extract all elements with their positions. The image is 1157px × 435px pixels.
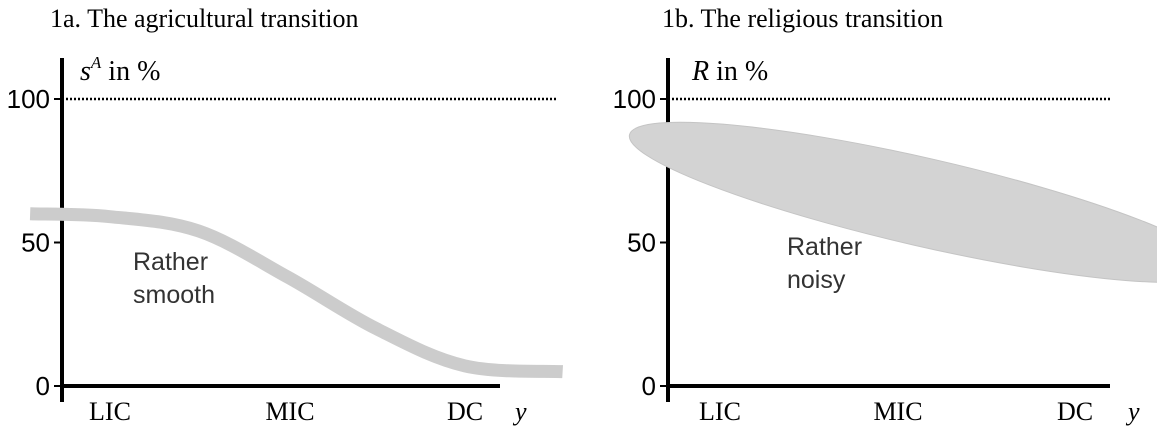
chart-title: 1a. The agricultural transition — [50, 4, 359, 33]
y-tick-label: 100 — [613, 84, 656, 114]
annotation-line-1: Rather — [787, 233, 862, 261]
x-tick-label: DC — [447, 397, 483, 426]
y-axis-label: R in % — [691, 56, 768, 87]
annotation-line-2: noisy — [787, 266, 846, 294]
x-tick-labels: LIC MIC DC — [89, 397, 483, 426]
x-axis-label: y — [512, 397, 527, 426]
x-tick-label: LIC — [89, 397, 131, 426]
chart-title: 1b. The religious transition — [662, 4, 943, 33]
y-tick-label: 0 — [36, 371, 50, 401]
annotation-line-1: Rather — [133, 248, 208, 276]
y-tick-label: 100 — [7, 84, 50, 114]
x-tick-label: MIC — [873, 397, 922, 426]
chart-panel-agricultural: 1a. The agricultural transition sA in % … — [7, 4, 564, 426]
x-tick-labels: LIC MIC DC — [699, 397, 1093, 426]
annotation-line-2: smooth — [133, 281, 215, 309]
y-tick-label: 50 — [627, 228, 656, 258]
x-tick-label: DC — [1057, 397, 1093, 426]
y-tick-label: 0 — [642, 371, 656, 401]
x-tick-label: LIC — [699, 397, 741, 426]
series-line — [29, 207, 564, 379]
y-axis-label: sA in % — [80, 53, 160, 87]
x-axis-label: y — [1125, 397, 1140, 426]
y-ticks: 0 50 100 — [7, 84, 62, 401]
y-tick-label: 50 — [21, 228, 50, 258]
chart-panel-religious: 1b. The religious transition R in % 0 50 1… — [613, 4, 1157, 426]
x-tick-label: MIC — [265, 397, 314, 426]
noise-region — [628, 121, 1157, 283]
y-ticks: 0 50 100 — [613, 84, 668, 401]
